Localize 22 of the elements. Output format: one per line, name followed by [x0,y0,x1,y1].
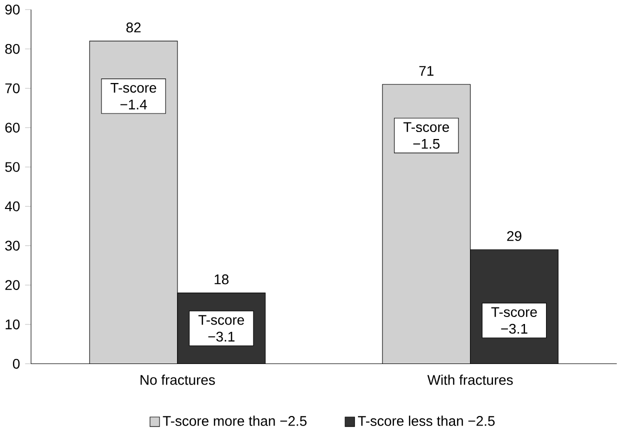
y-tick-label: 10 [6,319,20,330]
y-tick-label: 80 [5,44,20,54]
annotation: T-score −1.5 [403,122,450,149]
x-tick-label: No fractures [140,374,215,385]
y-tick-label: 40 [4,201,20,212]
data-label: 18 [214,274,229,284]
y-tick-label: 90 [5,4,20,14]
y-tick-label: 30 [5,240,20,250]
annotation: T-score −3.1 [491,307,537,334]
legend-label: T-score less than −2.5 [358,415,495,426]
data-label: 29 [507,230,522,241]
y-tick-label: 60 [5,122,20,132]
data-label: 71 [419,66,434,76]
y-tick-label: 70 [5,83,20,94]
y-tick-label: 20 [5,280,20,290]
y-tick-label: 50 [5,162,20,172]
annotation: T-score −3.1 [198,314,244,342]
annotation: T-score −1.4 [110,82,156,110]
y-tick-label: 0 [12,358,20,368]
data-label: 82 [126,22,141,32]
legend-label: T-score more than −2.5 [162,415,307,426]
x-tick-label: With fractures [427,374,513,385]
